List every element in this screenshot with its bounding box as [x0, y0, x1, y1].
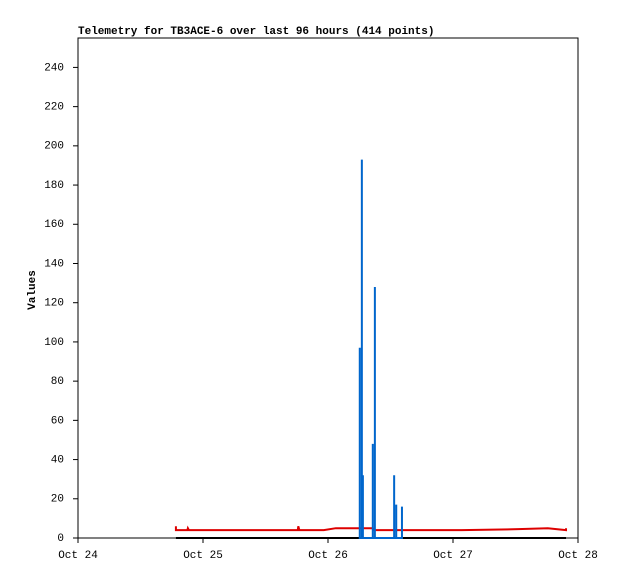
chart-title: Telemetry for TB3ACE-6 over last 96 hour… — [78, 26, 434, 38]
y-tick-label: 0 — [57, 533, 64, 545]
y-tick-label: 60 — [51, 415, 64, 427]
x-tick-label: Oct 25 — [183, 550, 223, 562]
x-tick-label: Oct 28 — [558, 550, 598, 562]
y-tick-label: 120 — [44, 298, 64, 310]
y-tick-label: 80 — [51, 376, 64, 388]
y-tick-label: 40 — [51, 454, 64, 466]
x-tick-label: Oct 24 — [58, 550, 98, 562]
x-tick-label: Oct 26 — [308, 550, 348, 562]
y-tick-label: 20 — [51, 494, 64, 506]
series-line — [174, 525, 568, 532]
y-tick-label: 200 — [44, 141, 64, 153]
y-axis-label: Values — [27, 270, 39, 310]
y-tick-label: 100 — [44, 337, 64, 349]
y-tick-label: 220 — [44, 102, 64, 114]
y-tick-label: 160 — [44, 219, 64, 231]
series-line — [358, 159, 403, 539]
y-tick-label: 140 — [44, 258, 64, 270]
plot-frame — [77, 37, 579, 539]
y-tick-label: 240 — [44, 62, 64, 74]
x-tick-label: Oct 27 — [433, 550, 473, 562]
y-tick-label: 180 — [44, 180, 64, 192]
